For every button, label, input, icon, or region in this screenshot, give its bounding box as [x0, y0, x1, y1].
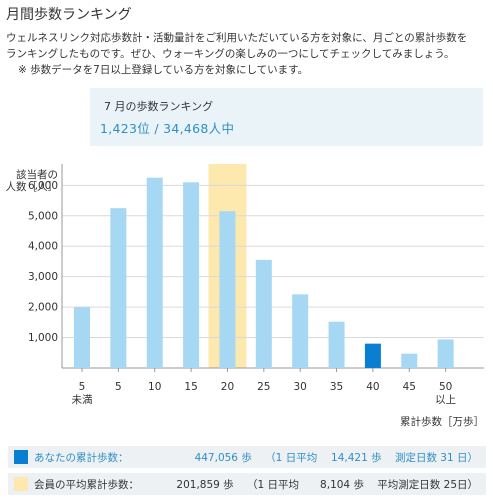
average-total: 201,859 歩: [176, 479, 234, 491]
x-tick-label: 30: [293, 381, 306, 393]
x-tick-label: 40: [366, 381, 379, 393]
self-total: 447,056 歩: [194, 452, 252, 464]
x-tick-label-sub: 以上: [435, 394, 456, 406]
bar: [219, 211, 236, 368]
x-axis-label: 累計歩数［万歩］: [400, 415, 484, 428]
y-tick-label: 1,000: [28, 332, 58, 344]
self-days: 測定日数 31 日）: [394, 452, 478, 464]
self-swatch: [14, 450, 28, 464]
y-axis-label-line-1: 該当者の: [16, 168, 58, 181]
description: ウェルネスリンク対応歩数計・活動量計をご利用いただいている方を対象に、月ごとの累…: [6, 30, 488, 78]
ranking-value: 1,423位 / 34,468人中: [100, 121, 235, 136]
y-tick-label: 4,000: [28, 241, 58, 253]
bar: [292, 294, 309, 368]
bar: [401, 353, 418, 368]
average-swatch: [14, 477, 28, 491]
description-line-2: ランキングしたものです。ぜひ、ウォーキングの楽しみの一つにしてチェックしてみまし…: [6, 48, 455, 60]
average-daily: （1 日平均 8,104 歩: [247, 479, 364, 491]
description-note: ※ 歩数データを7日以上登録している方を対象にしています。: [18, 64, 309, 76]
y-tick-label: 3,000: [28, 271, 58, 283]
self-label: あなたの累計歩数：: [34, 452, 129, 464]
x-tick-label: 10: [148, 381, 161, 393]
ranking-box: 7 月の歩数ランキング 1,423位 / 34,468人中: [90, 88, 483, 146]
x-tick-label-sub: 未満: [72, 394, 93, 406]
y-tick-label: 5,000: [28, 210, 58, 222]
legend-self-row: あなたの累計歩数： 447,056 歩 （1 日平均 14,421 歩 測定日数…: [8, 446, 486, 468]
x-tick-label: 5: [115, 381, 122, 393]
self-stats: 447,056 歩 （1 日平均 14,421 歩 測定日数 31 日）: [195, 450, 478, 465]
bar: [110, 208, 127, 368]
legend-average-row: 会員の平均累計歩数： 201,859 歩 （1 日平均 8,104 歩 平均測定…: [8, 473, 486, 495]
bar: [146, 177, 163, 368]
y-axis-label-line-2: 人数［人］: [6, 180, 59, 193]
x-tick-label: 45: [403, 381, 416, 393]
bar-self: [364, 343, 381, 368]
bar: [74, 307, 90, 368]
average-stats: 201,859 歩 （1 日平均 8,104 歩 平均測定日数 25日）: [176, 477, 478, 492]
self-daily: （1 日平均 14,421 歩: [265, 452, 382, 464]
page-title: 月間歩数ランキング: [6, 7, 132, 23]
y-tick-label: 6,000: [28, 180, 58, 192]
x-tick-label: 50: [439, 381, 452, 393]
description-line-1: ウェルネスリンク対応歩数計・活動量計をご利用いただいている方を対象に、月ごとの累…: [6, 32, 468, 44]
x-tick-label: 25: [257, 381, 270, 393]
x-tick-label: 15: [184, 381, 197, 393]
y-tick-label: 2,000: [28, 302, 58, 314]
bar: [183, 182, 200, 368]
x-tick-label: 5: [79, 381, 86, 393]
average-label: 会員の平均累計歩数：: [34, 479, 139, 491]
x-tick-label: 20: [221, 381, 234, 393]
bar: [328, 321, 345, 368]
bar: [437, 339, 454, 368]
bar: [255, 259, 272, 368]
average-days: 平均測定日数 25日）: [377, 479, 478, 491]
x-tick-label: 35: [330, 381, 343, 393]
ranking-title: 7 月の歩数ランキング: [104, 100, 214, 113]
